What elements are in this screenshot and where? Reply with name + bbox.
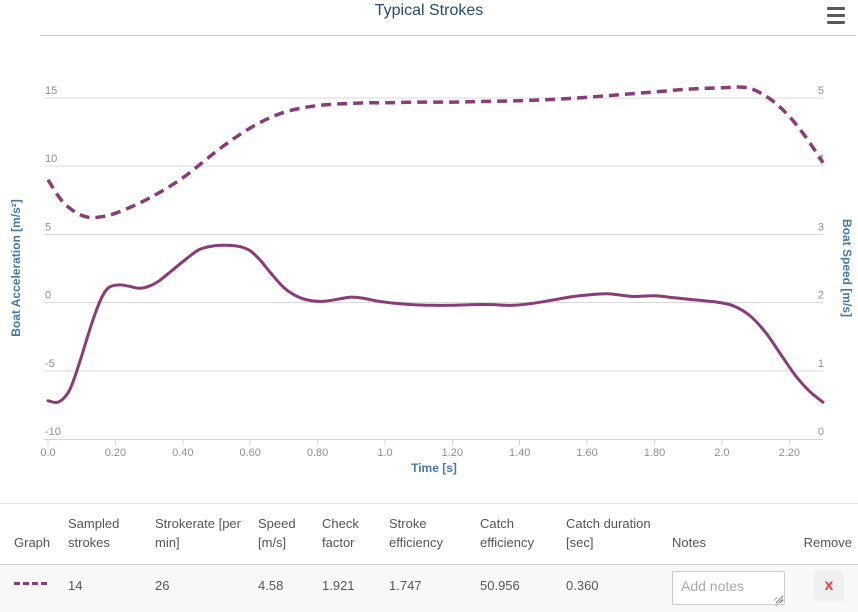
- col-header-check-factor: Check factor: [322, 516, 359, 551]
- svg-text:0: 0: [818, 426, 824, 438]
- y-right-axis-title: Boat Speed [m/s]: [840, 219, 854, 317]
- table-row: 14 26 4.58 1.921 1.747 50.956 0.360 x: [0, 565, 858, 612]
- boat-acceleration-curve: [46, 243, 825, 405]
- svg-text:0.60: 0.60: [239, 447, 260, 459]
- svg-text:-10: -10: [45, 426, 61, 438]
- x-axis-title: Time [s]: [411, 461, 457, 475]
- remove-row-button[interactable]: x: [814, 571, 844, 601]
- col-header-catch-duration: Catch duration [sec]: [566, 516, 651, 551]
- col-header-strokerate: Strokerate [per min]: [155, 516, 241, 551]
- svg-text:1.60: 1.60: [576, 447, 597, 459]
- col-header-sampled-strokes: Sampled strokes: [68, 516, 120, 551]
- y-right-tick-labels: 5 4 3 2 1 0: [818, 85, 824, 438]
- chart-title: Typical Strokes: [374, 2, 484, 19]
- svg-text:0: 0: [45, 290, 51, 302]
- svg-text:1.20: 1.20: [442, 447, 463, 459]
- svg-text:0.40: 0.40: [172, 447, 193, 459]
- y-gridlines: [44, 97, 823, 372]
- cell-speed: 4.58: [258, 578, 284, 593]
- svg-text:2.20: 2.20: [779, 447, 800, 459]
- col-header-notes: Notes: [672, 535, 706, 551]
- col-header-remove: Remove: [803, 535, 852, 551]
- svg-text:1.80: 1.80: [644, 447, 665, 459]
- notes-input[interactable]: [672, 571, 785, 605]
- svg-text:0.0: 0.0: [40, 447, 55, 459]
- cell-catch-duration: 0.360: [566, 578, 599, 593]
- svg-text:2.0: 2.0: [714, 447, 729, 459]
- col-header-stroke-efficiency: Stroke efficiency: [389, 516, 443, 551]
- svg-text:1: 1: [818, 358, 824, 370]
- cell-sampled-strokes: 14: [68, 578, 83, 593]
- graph-line-swatch: [14, 565, 68, 585]
- cell-strokerate: 26: [155, 578, 170, 593]
- table-header-row: Graph Sampled strokes Strokerate [per mi…: [0, 503, 858, 565]
- svg-text:1.40: 1.40: [509, 447, 530, 459]
- svg-text:10: 10: [45, 153, 57, 165]
- hamburger-bar: [827, 14, 845, 17]
- col-header-speed: Speed [m/s]: [258, 516, 296, 551]
- svg-text:1.0: 1.0: [377, 447, 392, 459]
- svg-text:0.80: 0.80: [307, 447, 328, 459]
- cell-catch-efficiency: 50.956: [480, 578, 520, 593]
- x-tick-labels: 0.0 0.20 0.40 0.60 0.80 1.0 1.20 1.40 1.…: [40, 447, 800, 459]
- svg-text:15: 15: [45, 85, 57, 97]
- svg-text:5: 5: [45, 221, 51, 233]
- svg-text:2: 2: [818, 290, 824, 302]
- col-header-catch-efficiency: Catch efficiency: [480, 516, 534, 551]
- y-left-axis-title: Boat Acceleration [m/s²]: [9, 199, 23, 337]
- notes-cell: [672, 571, 785, 610]
- svg-text:-5: -5: [45, 358, 55, 370]
- x-axis-line: [44, 439, 823, 445]
- svg-text:0.20: 0.20: [105, 447, 126, 459]
- svg-text:5: 5: [818, 85, 824, 97]
- y-left-tick-labels: 15 10 5 0 -5 -10: [45, 85, 61, 438]
- hamburger-bar: [827, 7, 845, 10]
- svg-text:3: 3: [818, 221, 824, 233]
- hamburger-menu-icon[interactable]: [827, 7, 847, 24]
- strokes-table: Graph Sampled strokes Strokerate [per mi…: [0, 503, 858, 612]
- hamburger-bar: [827, 21, 845, 24]
- col-header-graph: Graph: [14, 535, 51, 551]
- cell-check-factor: 1.921: [322, 578, 355, 593]
- strokes-chart: 15 10 5 0 -5 -10 5 4 3 2 1 0 0.0 0.20 0.…: [9, 35, 856, 475]
- cell-stroke-efficiency: 1.747: [389, 578, 422, 593]
- boat-speed-curve: [46, 85, 825, 220]
